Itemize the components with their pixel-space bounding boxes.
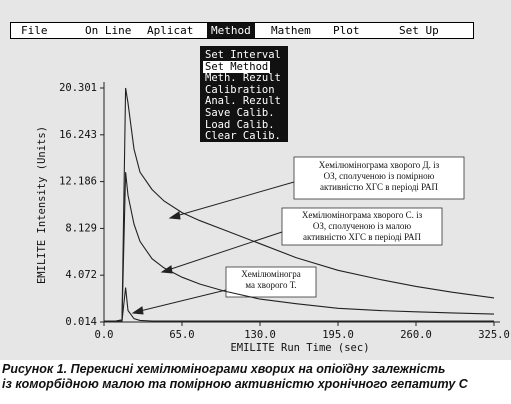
- menu-item[interactable]: Method: [207, 23, 255, 38]
- annotation-text: активністю ХГС в періоді РАП: [320, 182, 439, 192]
- annotation-box: [293, 156, 465, 200]
- dropdown-menu: Set Interval Set Method Meth. Rezult Calibr…: [200, 46, 288, 142]
- x-axis-label: EMILITE Run Time (sec): [230, 342, 369, 354]
- y-tick-label: 8.129: [65, 222, 97, 234]
- annotation-text: Хемілюмінограма хворого Д. із: [319, 160, 440, 170]
- y-tick-label: 16.243: [59, 129, 97, 141]
- dropdown-item[interactable]: Load Calib.: [205, 118, 275, 131]
- menu-item[interactable]: Set Up: [399, 24, 439, 37]
- y-tick-label: 20.301: [59, 82, 97, 94]
- dropdown-item[interactable]: Anal. Rezult: [205, 95, 281, 108]
- caption-line: із коморбідною малою та помірною активні…: [2, 377, 468, 391]
- x-tick-label: 325.0: [478, 329, 510, 341]
- data-line: [104, 87, 495, 322]
- dropdown-item[interactable]: Calibration: [205, 83, 275, 96]
- menu-item[interactable]: Plot: [333, 24, 360, 37]
- x-tick-label: 130.0: [244, 329, 276, 341]
- annotation-text: ма хворого Т.: [245, 280, 296, 290]
- caption: Рисунок 1. Перекисні хемілюмінограми хво…: [2, 362, 510, 392]
- annotation-box: [281, 207, 443, 246]
- x-tick-label: 260.0: [400, 329, 432, 341]
- dropdown-item[interactable]: Meth. Rezult: [205, 72, 281, 85]
- data-line: [104, 287, 494, 323]
- arrowhead: [168, 211, 181, 220]
- menu-bar: File On Line Aplicat Method Mathem Plot Set Up: [10, 22, 474, 39]
- chart: EMILITE Intensity (Units) EMILITE Run Ti…: [36, 82, 510, 354]
- y-tick-label: 4.072: [65, 269, 97, 281]
- annotation-box: [225, 266, 317, 298]
- arrow: [175, 181, 295, 217]
- data-line: [104, 172, 495, 322]
- y-tick-label: 12.186: [59, 176, 97, 188]
- menu-item[interactable]: Aplicat: [147, 24, 194, 37]
- arrowhead: [131, 306, 144, 315]
- caption-line: Рисунок 1. Перекисні хемілюмінограми хво…: [2, 362, 446, 376]
- y-axis-label: EMILITE Intensity (Units): [36, 126, 48, 284]
- y-tick-label: 0.014: [65, 316, 97, 328]
- annotation-text: ОЗ, сполученою із помірною: [324, 171, 435, 181]
- annotation-text: Хемілюмінограма хворого С. із: [302, 210, 423, 220]
- menu-item[interactable]: Mathem: [271, 24, 311, 37]
- annotation-text: Хемілюміногра: [241, 269, 300, 279]
- x-tick-label: 195.0: [322, 329, 354, 341]
- x-tick-label: 65.0: [169, 329, 194, 341]
- arrow: [167, 231, 283, 271]
- x-tick-label: 0.0: [95, 329, 114, 341]
- dropdown-item[interactable]: Clear Calib.: [205, 130, 281, 143]
- menu-item[interactable]: On Line: [85, 24, 132, 37]
- dropdown-item[interactable]: Set Method: [203, 60, 271, 73]
- annotation-text: активністю ХГС в періоді РАП: [303, 232, 422, 242]
- dropdown-item[interactable]: Set Interval: [205, 49, 281, 61]
- menu-item[interactable]: File: [21, 24, 48, 37]
- annotation-text: ОЗ, сполученою із малою: [313, 221, 412, 231]
- arrow: [139, 289, 227, 312]
- dropdown-item[interactable]: Save Calib.: [205, 107, 275, 119]
